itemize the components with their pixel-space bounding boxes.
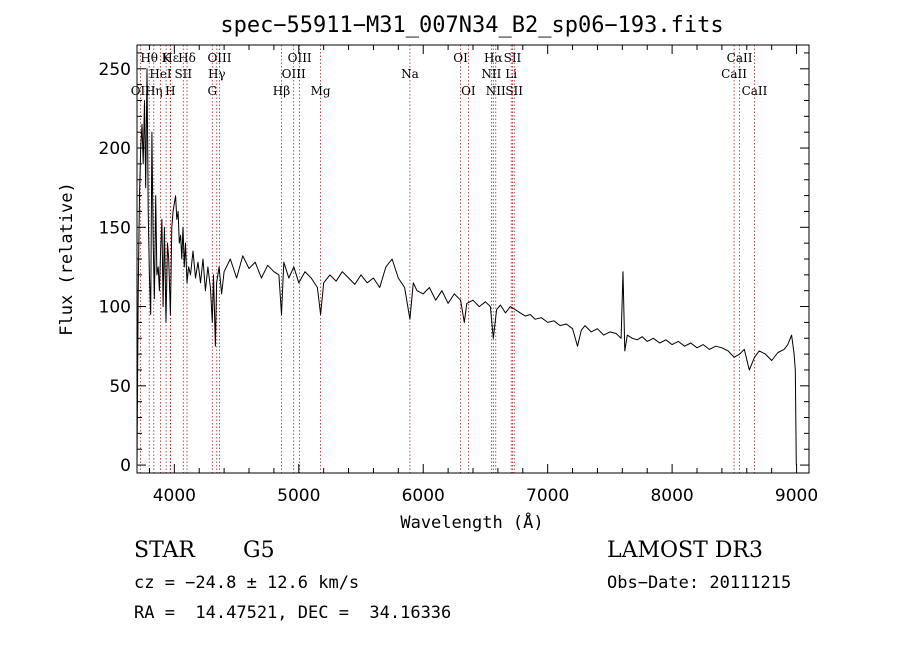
spectral-line-label: G — [207, 84, 217, 98]
plot-frame — [136, 44, 810, 474]
spectral-line-label: Mg — [311, 84, 331, 98]
y-tick-label: 200 — [99, 139, 131, 159]
observation-date: Obs−Date: 20111215 — [607, 573, 792, 593]
spectral-line-label: HeI — [149, 67, 172, 81]
y-tick-label: 100 — [99, 298, 131, 318]
y-tick-label: 50 — [109, 377, 131, 397]
spectral-line-label: Hγ — [208, 67, 226, 81]
spectral-line-label: OII — [131, 84, 151, 98]
spectrum-line — [136, 68, 797, 466]
y-tick-label: 150 — [99, 218, 131, 238]
survey-name: LAMOST DR3 — [607, 538, 763, 563]
chart-title: spec−55911−M31_007N34_B2_sp06−193.fits — [220, 13, 723, 38]
spectral-line-label: CaII — [727, 51, 753, 65]
x-tick-label: 6000 — [402, 486, 445, 506]
spectral-line-label: CaII — [721, 67, 747, 81]
spectral-line-label: NII — [486, 84, 506, 98]
x-tick-label: 8000 — [650, 486, 693, 506]
x-tick-label: 7000 — [526, 486, 569, 506]
spectral-line-label: Hε — [162, 51, 179, 65]
spectral-line-label: Li — [505, 67, 517, 81]
spectral-line-label: OI — [461, 84, 476, 98]
line-labels-layer: Hε OII Hθ Hη HeI K H SII Hδ OIII Hγ G Hβ OIII OIII Mg Na… — [131, 51, 768, 98]
spectral-line-label: Hα — [484, 51, 503, 65]
spectral-line-label: OIII — [207, 51, 231, 65]
x-tick-label: 4000 — [153, 486, 196, 506]
spectral-line-label: K — [162, 51, 172, 65]
spectral-line-label: CaII — [742, 84, 768, 98]
axes-layer: 4000 5000 6000 7000 8000 9000 0 50 100 150 200 250 — [99, 45, 818, 506]
object-subclass: G5 — [243, 538, 275, 563]
y-tick-label: 0 — [120, 456, 131, 476]
spectrum-layer — [136, 68, 797, 466]
spectral-line-label: OIII — [288, 51, 312, 65]
redshift-cz: cz = −24.8 ± 12.6 km/s — [134, 573, 360, 593]
spectral-line-label: SII — [504, 51, 522, 65]
y-axis-label: Flux (relative) — [57, 182, 77, 336]
spectral-line-label: SII — [505, 84, 523, 98]
spectral-line-label: Hβ — [273, 84, 290, 98]
spectral-line-label: Hδ — [178, 51, 196, 65]
spectral-line-label: OI — [453, 51, 468, 65]
spectral-line-label: NII — [481, 67, 501, 81]
spectral-line-label: Na — [401, 67, 419, 81]
x-tick-label: 9000 — [775, 486, 818, 506]
spectral-line-label: Hθ — [140, 51, 158, 65]
spectral-line-label: H — [165, 84, 175, 98]
spectral-line-label: Hη — [145, 84, 163, 98]
object-class: STAR — [134, 538, 195, 563]
x-tick-label: 5000 — [277, 486, 320, 506]
coordinates: RA = 14.47521, DEC = 34.16336 — [134, 603, 452, 623]
x-axis-label: Wavelength (Å) — [400, 511, 543, 533]
y-tick-label: 250 — [99, 60, 131, 80]
spectral-line-label: SII — [174, 67, 192, 81]
spectral-line-label: OIII — [282, 67, 306, 81]
spectral-lines-layer — [139, 45, 755, 473]
